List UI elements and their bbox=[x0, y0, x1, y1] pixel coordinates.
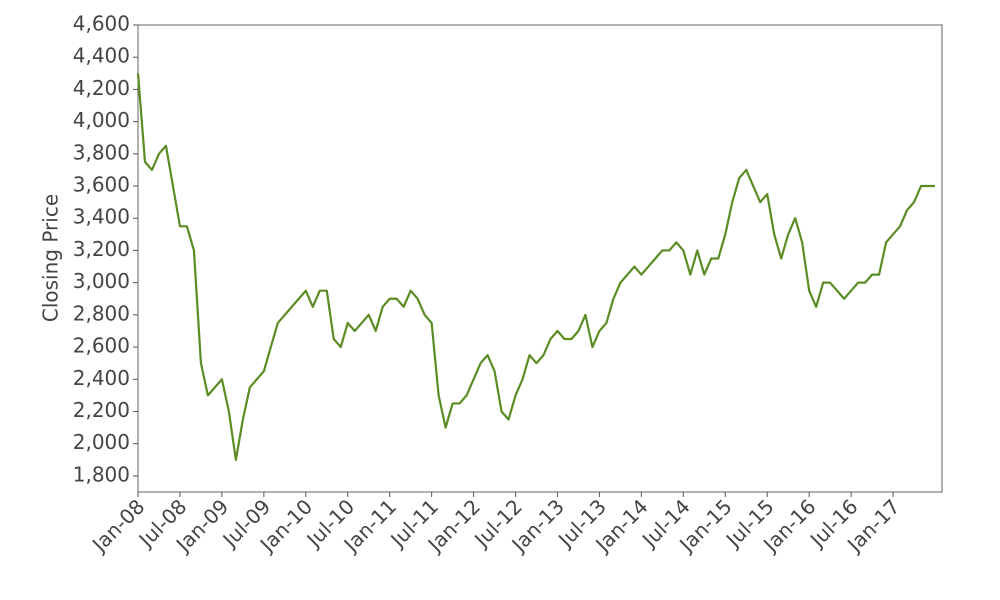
y-tick-label: 4,400 bbox=[73, 44, 130, 68]
y-tick-label: 4,200 bbox=[73, 76, 130, 100]
y-tick-label: 2,000 bbox=[73, 430, 130, 454]
y-tick-label: 3,400 bbox=[73, 205, 130, 229]
y-tick-label: 2,400 bbox=[73, 366, 130, 390]
y-tick-label: 2,600 bbox=[73, 334, 130, 358]
y-tick-label: 1,800 bbox=[73, 462, 130, 486]
plot-frame bbox=[137, 24, 943, 493]
y-axis-label: Closing Price bbox=[39, 194, 63, 322]
x-tick-label: Jan-08 bbox=[86, 494, 149, 557]
y-tick-label: 3,600 bbox=[73, 173, 130, 197]
price-line bbox=[136, 73, 936, 461]
y-tick-label: 3,800 bbox=[73, 140, 130, 164]
y-tick-label: 2,200 bbox=[73, 398, 130, 422]
y-tick-label: 3,200 bbox=[73, 237, 130, 261]
y-tick-label: 2,800 bbox=[73, 301, 130, 325]
y-tick-label: 3,000 bbox=[73, 269, 130, 293]
y-tick-label: 4,600 bbox=[73, 12, 130, 36]
y-tick-label: 4,000 bbox=[73, 108, 130, 132]
